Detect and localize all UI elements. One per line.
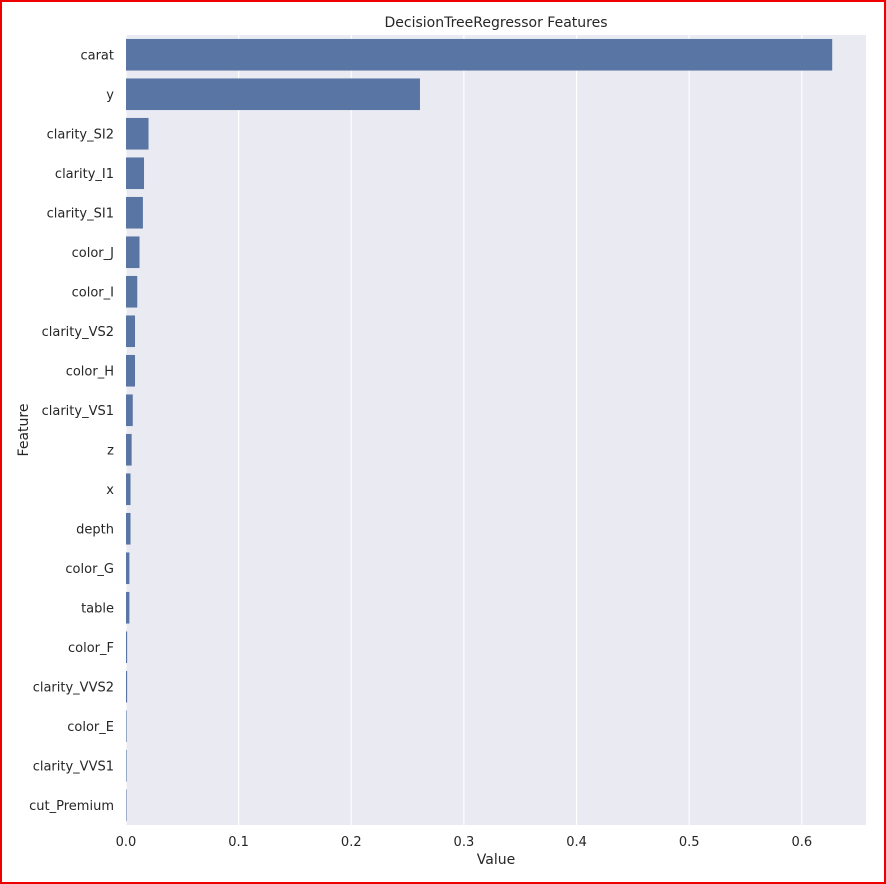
bar-color_I <box>126 275 138 308</box>
y-axis-label: Feature <box>16 404 32 457</box>
bar-carat <box>126 38 833 71</box>
y-tick-label: color_F <box>68 641 114 656</box>
bar-table <box>126 591 130 624</box>
y-tick-label: clarity_VS2 <box>42 325 114 340</box>
y-tick-label: z <box>107 443 114 458</box>
x-tick-label: 0.6 <box>791 835 812 850</box>
x-tick-label: 0.3 <box>454 835 475 850</box>
x-tick-label: 0.4 <box>566 835 587 850</box>
y-tick-label: clarity_I1 <box>55 167 114 182</box>
y-tick-labels: carat y clarity_SI2 clarity_I1 clarity_SI1co… <box>29 48 114 814</box>
x-tick-label: 0.0 <box>116 835 137 850</box>
y-tick-label: color_J <box>72 246 114 261</box>
bar-x <box>126 473 131 506</box>
bars <box>126 38 833 822</box>
y-tick-label: clarity_VS1 <box>42 404 114 419</box>
y-tick-label: x <box>106 483 114 498</box>
bar-cut_Premium <box>126 789 127 822</box>
y-tick-label: clarity_VVS2 <box>33 680 114 695</box>
bar-clarity_VVS2 <box>126 670 128 703</box>
bar-clarity_SI2 <box>126 117 149 150</box>
y-tick-label: color_I <box>72 285 114 300</box>
bar-color_G <box>126 552 130 585</box>
bar-color_H <box>126 354 136 387</box>
y-tick-label: color_G <box>65 562 114 577</box>
bar-y <box>126 78 420 111</box>
y-tick-label: color_E <box>67 720 114 735</box>
y-tick-label: depth <box>76 522 114 537</box>
y-tick-label: clarity_VVS1 <box>33 759 114 774</box>
x-tick-label: 0.2 <box>341 835 362 850</box>
x-tick-label: 0.5 <box>679 835 700 850</box>
bar-clarity_VS1 <box>126 394 133 427</box>
y-tick-label: cut_Premium <box>29 799 114 814</box>
bar-color_F <box>126 631 128 664</box>
bar-clarity_I1 <box>126 157 145 190</box>
bar-color_E <box>126 710 127 743</box>
bar-z <box>126 433 132 466</box>
y-tick-label: carat <box>80 48 114 63</box>
bar-clarity_VS2 <box>126 315 136 348</box>
y-tick-label: y <box>106 88 114 103</box>
x-tick-label: 0.1 <box>228 835 249 850</box>
x-tick-labels: 0.0 0.1 0.2 0.3 0.4 0.5 0.6 <box>116 835 812 850</box>
y-tick-label: clarity_SI1 <box>47 206 114 221</box>
y-tick-label: color_H <box>66 364 114 379</box>
y-tick-label: clarity_SI2 <box>47 127 114 142</box>
bar-depth <box>126 512 131 545</box>
bar-clarity_VVS1 <box>126 749 127 782</box>
y-tick-label: table <box>81 601 114 616</box>
plot-area <box>126 35 866 825</box>
x-axis-label: Value <box>477 852 515 868</box>
bar-color_J <box>126 236 140 269</box>
chart-title: DecisionTreeRegressor Features <box>385 15 608 31</box>
bar-clarity_SI1 <box>126 196 143 229</box>
